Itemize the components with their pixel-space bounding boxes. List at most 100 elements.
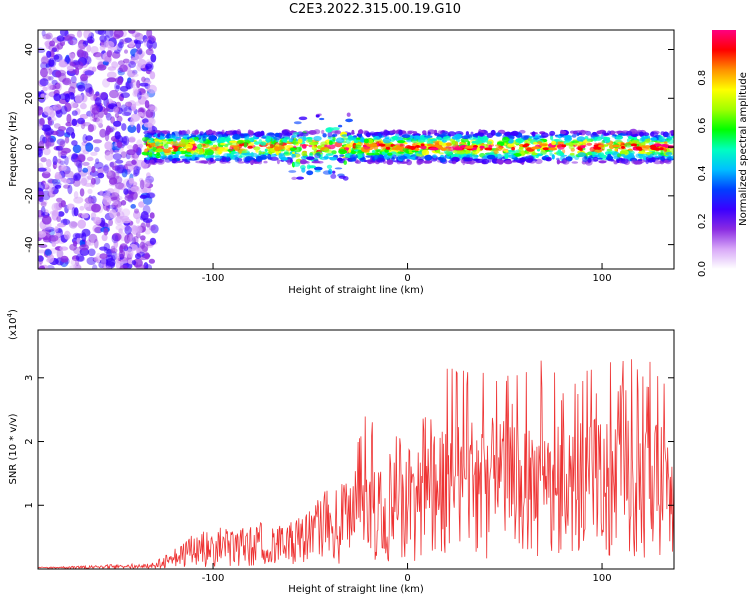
heatmap-cell — [559, 152, 565, 156]
heatmap-cell — [422, 130, 427, 135]
heatmap-cell — [223, 153, 232, 158]
heatmap-cell — [353, 140, 359, 144]
heatmap-cell — [52, 155, 58, 166]
heatmap-cell — [638, 161, 642, 164]
heatmap-cell — [77, 154, 86, 163]
heatmap-cell — [38, 197, 44, 203]
heatmap-cell — [210, 157, 214, 162]
heatmap-cell — [630, 143, 638, 147]
heatmap-cell — [93, 216, 102, 225]
heatmap-cell — [580, 130, 589, 133]
heatmap-cell — [313, 159, 319, 162]
heatmap-cell — [541, 132, 549, 138]
heatmap-cell — [134, 208, 139, 214]
heatmap-cell — [64, 30, 69, 37]
heatmap-cell — [397, 140, 406, 144]
heatmap-cell — [141, 92, 150, 100]
heatmap-cell — [77, 117, 85, 125]
heatmap-cell — [73, 262, 81, 269]
heatmap-cell — [564, 136, 569, 140]
heatmap-cell — [452, 135, 461, 140]
heatmap-cell — [59, 246, 69, 251]
heatmap-cell — [69, 53, 75, 60]
heatmap-cell — [39, 264, 45, 269]
heatmap-cell — [75, 253, 85, 262]
heatmap-cell — [439, 157, 447, 163]
heatmap-cell — [47, 83, 53, 91]
heatmap-cell — [73, 196, 84, 204]
heatmap-cell — [133, 89, 139, 97]
heatmap-cell — [136, 80, 141, 89]
heatmap-cell — [501, 136, 510, 143]
heatmap-cell — [465, 131, 469, 136]
heatmap-cell — [496, 153, 502, 159]
heatmap-cell — [263, 160, 268, 164]
heatmap-cell — [138, 201, 145, 208]
heatmap-cell — [94, 146, 100, 153]
heatmap-cell — [152, 41, 158, 49]
heatmap-cell — [150, 137, 154, 141]
heatmap-cell — [136, 123, 141, 134]
heatmap-cell — [531, 152, 538, 156]
heatmap-cell — [48, 76, 54, 81]
heatmap-cell — [363, 160, 367, 163]
heatmap-cell — [290, 158, 293, 164]
heatmap-cell — [130, 57, 138, 65]
heatmap-cell — [140, 211, 149, 221]
heatmap-cell — [84, 83, 93, 93]
heatmap-cell — [48, 58, 55, 67]
heatmap-cell — [577, 147, 583, 151]
heatmap-cell — [144, 148, 150, 151]
heatmap-cell — [119, 39, 124, 45]
heatmap-cell — [253, 141, 260, 145]
heatmap-cell — [121, 111, 132, 117]
heatmap-cell — [97, 111, 104, 119]
heatmap-cell — [38, 210, 44, 218]
heatmap-cell — [385, 146, 391, 150]
heatmap-cell — [522, 144, 528, 148]
heatmap-cell — [186, 148, 193, 152]
heatmap-cell — [115, 85, 120, 90]
heatmap-cell — [111, 234, 119, 244]
heatmap-cell — [120, 92, 130, 98]
heatmap-cell — [84, 196, 95, 204]
heatmap-cell — [593, 146, 602, 150]
heatmap-cell — [378, 143, 386, 147]
page-title: C2E3.2022.315.00.19.G10 — [288, 2, 462, 17]
heatmap-cell — [65, 126, 75, 136]
heatmap-cell — [616, 153, 622, 158]
heatmap-cell — [218, 150, 222, 155]
heatmap-cell — [508, 150, 516, 155]
heatmap-cell — [147, 84, 157, 94]
heatmap-cell — [373, 146, 379, 151]
heatmap-cell — [664, 141, 668, 145]
heatmap-cell — [322, 170, 332, 175]
heatmap-cell — [104, 151, 114, 161]
heatmap-cell — [38, 167, 47, 172]
heatmap-cell — [76, 30, 83, 38]
heatmap-cell — [545, 158, 549, 161]
heatmap-cell — [121, 136, 128, 144]
heatmap-cell — [161, 130, 171, 134]
heatmap-cell — [313, 129, 321, 135]
heatmap-cell — [86, 241, 95, 246]
heatmap-cell — [421, 149, 430, 156]
heatmap-cell — [71, 110, 78, 116]
heatmap-cell — [327, 144, 336, 150]
heatmap-cell — [193, 154, 202, 158]
heatmap-cell — [549, 133, 554, 137]
heatmap-cell — [109, 161, 115, 168]
heatmap-cell — [214, 158, 222, 162]
heatmap-cell — [493, 148, 498, 155]
heatmap-cell — [102, 60, 109, 66]
heatmap-cell — [139, 241, 145, 249]
heatmap-cell — [118, 228, 123, 234]
heatmap-cell — [268, 148, 276, 154]
heatmap-cell — [134, 225, 143, 234]
heatmap-cell — [88, 233, 98, 244]
heatmap-cell — [123, 188, 129, 195]
heatmap-cell — [378, 134, 383, 138]
heatmap-cell — [70, 101, 77, 109]
heatmap-cell — [108, 219, 113, 227]
heatmap-cell — [40, 201, 47, 208]
